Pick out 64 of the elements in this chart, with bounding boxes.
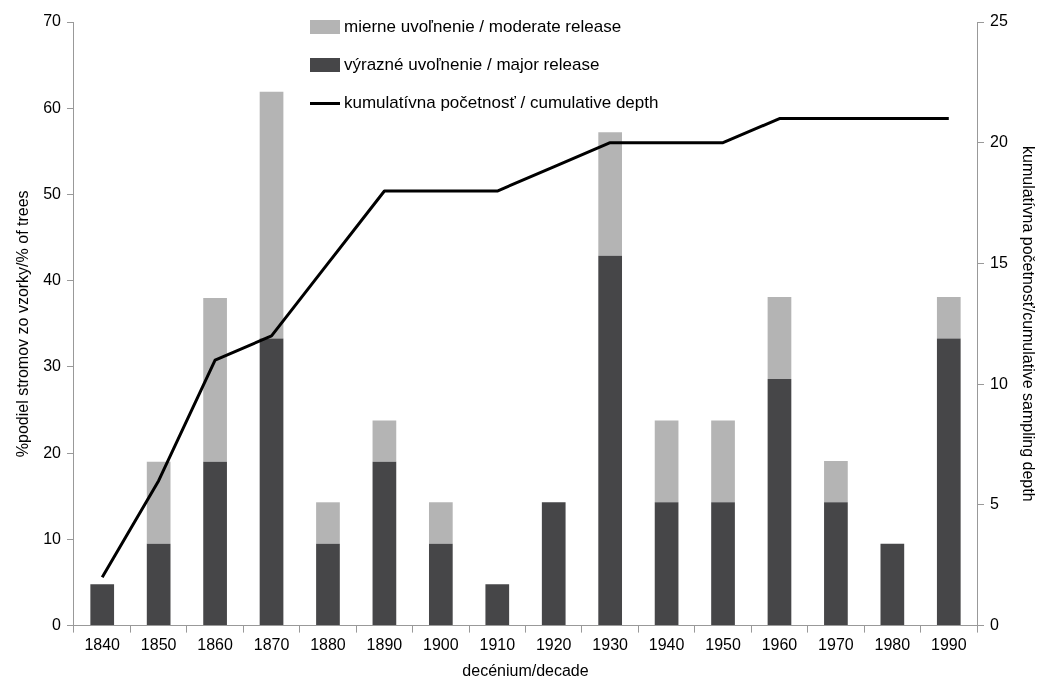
bar xyxy=(711,502,735,626)
legend-label: kumulatívna početnosť / cumulative depth xyxy=(344,93,659,113)
y2-tick-label: 20 xyxy=(990,133,1008,151)
bar xyxy=(316,543,340,626)
x-tick-label: 1940 xyxy=(648,635,685,653)
y-tick-label: 30 xyxy=(43,357,62,375)
bar xyxy=(711,420,735,503)
bar xyxy=(824,460,848,503)
bar xyxy=(90,584,115,626)
bar xyxy=(428,543,453,626)
x-tick-label: 1960 xyxy=(761,635,798,653)
bar xyxy=(598,132,623,256)
x-tick-label: 1930 xyxy=(592,635,629,653)
bar xyxy=(654,502,679,626)
bar xyxy=(936,297,961,339)
y-tick-label: 60 xyxy=(43,98,62,116)
y-tick-label: 40 xyxy=(43,271,62,289)
bar xyxy=(146,543,171,626)
bar xyxy=(541,502,566,626)
legend-label: výrazné uvoľnenie / major release xyxy=(344,55,600,75)
bar xyxy=(598,255,623,626)
x-tick-label: 1880 xyxy=(310,635,346,653)
x-tick-label: 1910 xyxy=(479,635,516,653)
y2-tick-label: 15 xyxy=(990,253,1008,271)
bar xyxy=(767,297,792,379)
x-tick-label: 1990 xyxy=(930,635,967,653)
bar xyxy=(259,338,284,626)
x-tick-label: 1950 xyxy=(705,635,741,653)
bar xyxy=(372,420,397,462)
y-tick-label: 20 xyxy=(43,443,62,461)
x-axis-title: decénium/decade xyxy=(462,661,589,679)
y-tick-label: 0 xyxy=(52,616,62,634)
bar xyxy=(880,543,905,626)
bar xyxy=(203,297,227,462)
y-axis-title: %podiel stromov zo vzorky/% of trees xyxy=(14,190,32,458)
y2-tick-label: 10 xyxy=(990,374,1008,392)
legend-label: mierne uvoľnenie / moderate release xyxy=(344,17,622,37)
x-tick-label: 1840 xyxy=(84,635,121,653)
bar xyxy=(428,502,453,544)
x-tick-label: 1860 xyxy=(197,635,233,653)
y2-axis-title: kumulatívna početnosť/cumulative sampling depth xyxy=(1019,146,1037,502)
bar xyxy=(824,502,848,626)
bar xyxy=(316,502,340,544)
x-tick-label: 1870 xyxy=(253,635,290,653)
bar xyxy=(259,91,284,339)
bar xyxy=(654,420,679,503)
bar xyxy=(936,338,961,626)
y-tick-label: 70 xyxy=(43,12,62,30)
y-tick-label: 10 xyxy=(43,529,62,547)
x-tick-label: 1920 xyxy=(535,635,572,653)
x-tick-label: 1890 xyxy=(366,635,403,653)
x-tick-label: 1980 xyxy=(874,635,911,653)
x-tick-label: 1900 xyxy=(423,635,459,653)
y2-tick-label: 25 xyxy=(990,12,1008,30)
bar xyxy=(485,584,510,626)
x-tick-label: 1970 xyxy=(818,635,854,653)
bar xyxy=(372,461,397,626)
y2-tick-label: 5 xyxy=(990,495,999,513)
bar xyxy=(767,378,792,626)
y-tick-label: 50 xyxy=(43,184,62,202)
bar xyxy=(146,461,171,544)
bar xyxy=(203,461,227,626)
x-tick-label: 1850 xyxy=(140,635,177,653)
y2-tick-label: 0 xyxy=(990,616,999,634)
